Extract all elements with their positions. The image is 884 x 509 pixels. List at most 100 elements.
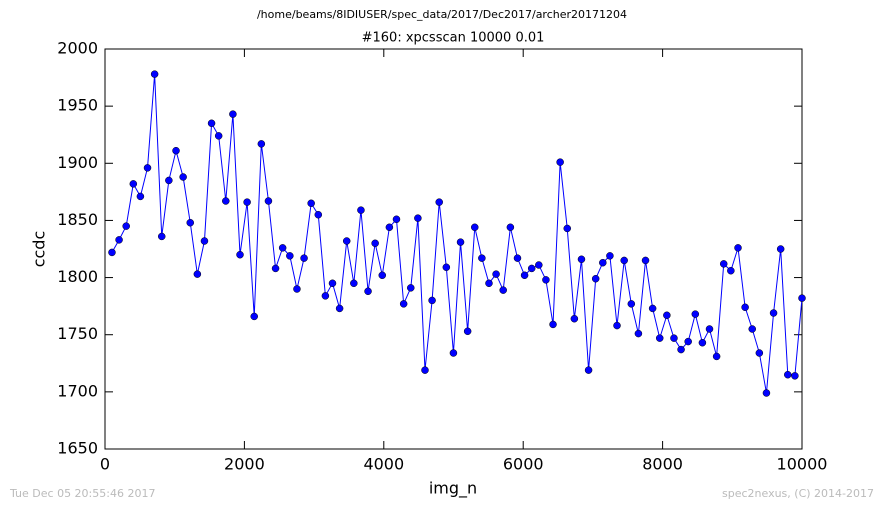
- footer-right: spec2nexus, (C) 2014-2017: [722, 487, 874, 500]
- data-point: [542, 276, 550, 284]
- data-point: [342, 237, 351, 245]
- data-point: [471, 223, 479, 232]
- data-point: [463, 327, 472, 336]
- data-point: [271, 264, 280, 273]
- data-point: [698, 338, 707, 347]
- data-point: [200, 237, 209, 245]
- data-point: [150, 70, 159, 78]
- data-point: [428, 296, 436, 305]
- data-point: [734, 244, 742, 252]
- data-point: [136, 192, 145, 201]
- data-point: [385, 223, 394, 232]
- data-point: [485, 279, 493, 288]
- data-point: [499, 286, 507, 294]
- data-point: [278, 244, 287, 252]
- data-point: [307, 199, 315, 208]
- data-point: [606, 252, 614, 260]
- data-point: [492, 270, 500, 278]
- data-point: [250, 312, 258, 321]
- y-axis-label: ccdc: [30, 231, 49, 268]
- data-point: [449, 349, 458, 357]
- x-tick-label: 8000: [642, 455, 683, 474]
- data-point: [243, 198, 251, 206]
- data-point: [641, 256, 650, 265]
- x-tick-label: 0: [100, 455, 110, 474]
- data-point: [591, 274, 600, 283]
- data-point: [314, 210, 323, 219]
- data-point: [286, 252, 294, 260]
- y-tick-label: 1650: [57, 439, 98, 458]
- data-point: [599, 258, 607, 267]
- data-point: [691, 310, 700, 318]
- data-point: [620, 256, 628, 265]
- data-point: [648, 304, 657, 313]
- data-point: [172, 146, 180, 155]
- data-point: [421, 366, 429, 374]
- data-point: [214, 132, 223, 140]
- data-point: [129, 180, 138, 188]
- x-axis-label: img_n: [429, 479, 477, 499]
- data-point: [727, 266, 735, 275]
- data-point: [663, 311, 671, 320]
- x-tick-label: 2000: [224, 455, 265, 474]
- data-point: [613, 321, 621, 330]
- data-point: [556, 158, 564, 166]
- data-point: [520, 271, 529, 280]
- data-point: [655, 334, 664, 342]
- data-point: [784, 370, 792, 379]
- data-point: [762, 389, 771, 397]
- data-point: [207, 119, 216, 128]
- data-point: [293, 285, 301, 293]
- data-point: [712, 352, 721, 361]
- y-tick-label: 1750: [57, 324, 98, 343]
- data-point: [108, 248, 116, 257]
- data-point: [407, 284, 415, 292]
- y-tick-label: 1800: [57, 267, 98, 286]
- x-tick-label: 4000: [363, 455, 404, 474]
- data-point: [350, 279, 358, 288]
- data-point: [670, 334, 678, 342]
- data-point: [186, 218, 194, 227]
- data-point: [414, 214, 422, 222]
- data-point: [563, 224, 572, 233]
- data-point: [798, 294, 806, 302]
- data-point: [755, 349, 764, 357]
- data-point: [300, 254, 308, 262]
- suptitle: /home/beams/8IDIUSER/spec_data/2017/Dec2…: [257, 8, 627, 21]
- data-point: [157, 232, 166, 241]
- data-point: [264, 197, 273, 205]
- data-point: [677, 345, 685, 354]
- data-point: [513, 254, 522, 262]
- plot-frame: [104, 48, 803, 450]
- data-point: [179, 173, 187, 181]
- data-point: [399, 300, 408, 308]
- data-point: [371, 239, 379, 248]
- data-point: [627, 300, 636, 308]
- data-point: [257, 140, 266, 148]
- y-tick-label: 1900: [57, 153, 98, 172]
- data-point: [634, 329, 643, 338]
- x-tick-label: 6000: [503, 455, 544, 474]
- data-point: [442, 263, 451, 272]
- data-point: [321, 292, 330, 300]
- data-point: [222, 197, 230, 205]
- data-point: [769, 309, 778, 317]
- data-point: [456, 238, 465, 246]
- data-point: [549, 320, 557, 329]
- x-tick-label: 10000: [777, 455, 828, 474]
- y-tick-label: 1850: [57, 210, 98, 229]
- y-tick-label: 1700: [57, 381, 98, 400]
- data-line: [111, 74, 803, 394]
- data-point: [165, 176, 173, 185]
- data-point: [236, 250, 244, 259]
- data-point: [584, 366, 593, 374]
- data-point: [527, 264, 536, 273]
- data-point: [193, 270, 202, 278]
- data-point: [741, 303, 749, 312]
- data-point: [748, 325, 756, 333]
- y-tick-label: 1950: [57, 96, 98, 115]
- data-point: [143, 164, 152, 172]
- data-point: [435, 198, 443, 206]
